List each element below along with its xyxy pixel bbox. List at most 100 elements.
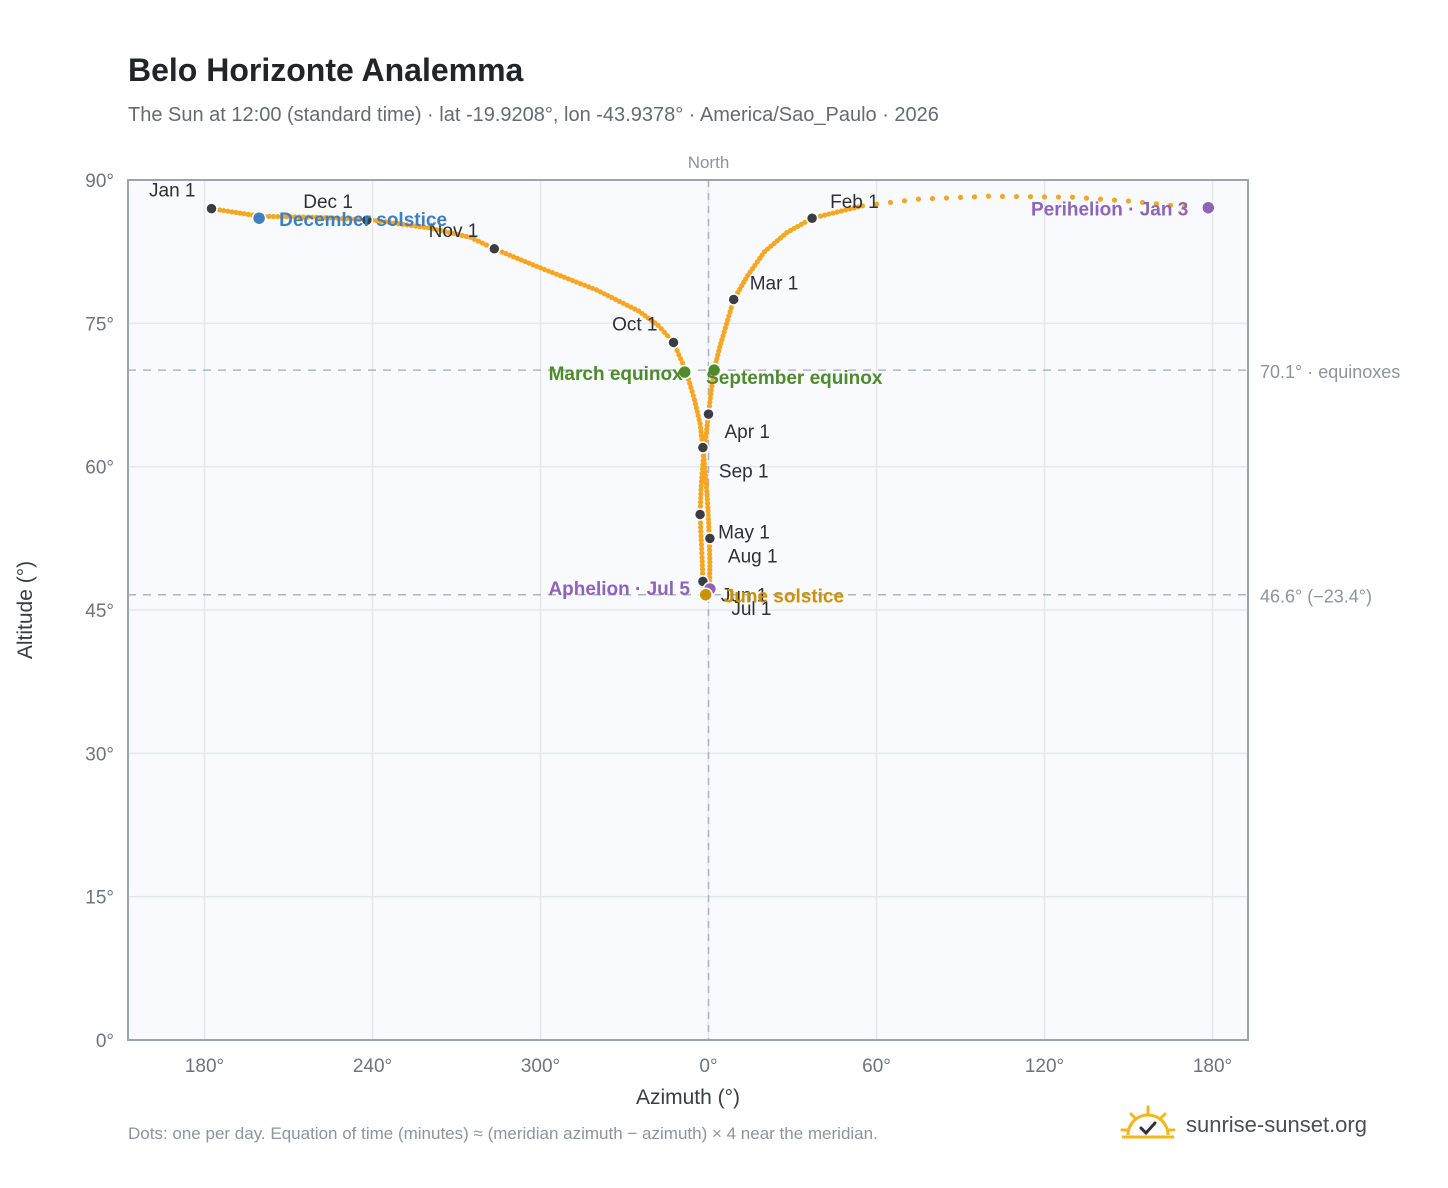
- day-dot: [541, 266, 548, 273]
- day-dot: [421, 224, 427, 230]
- day-dot: [391, 220, 397, 226]
- month-label: Nov 1: [429, 221, 479, 242]
- day-dot: [705, 419, 711, 425]
- day-dot: [838, 208, 845, 214]
- day-dot: [463, 233, 469, 239]
- day-dot: [706, 528, 712, 534]
- day-dot: [279, 214, 285, 220]
- day-dot: [705, 512, 711, 518]
- day-dot: [221, 207, 227, 214]
- y-tick-label: 60°: [85, 458, 114, 479]
- day-dot: [699, 550, 705, 556]
- chart-subtitle: The Sun at 12:00 (standard time) · lat -…: [128, 104, 939, 126]
- day-dot: [288, 214, 294, 220]
- day-dot: [1097, 196, 1104, 202]
- month-label: Dec 1: [303, 192, 353, 213]
- day-dot: [707, 567, 713, 573]
- event-label: June solstice: [724, 587, 844, 608]
- month-label: May 1: [718, 522, 770, 543]
- day-dot: [817, 213, 824, 219]
- day-dot: [692, 401, 699, 407]
- day-dot: [553, 271, 560, 277]
- day-dot: [723, 321, 730, 327]
- day-dot: [352, 216, 358, 222]
- day-dot: [707, 563, 713, 569]
- chart-footnote: Dots: one per day. Equation of time (min…: [128, 1124, 878, 1143]
- day-dot: [943, 195, 950, 201]
- day-dot: [703, 476, 709, 483]
- day-dot: [887, 199, 894, 206]
- month-marker: [693, 508, 707, 521]
- day-dot: [434, 227, 440, 233]
- day-dot: [957, 194, 964, 200]
- day-dot: [1111, 197, 1118, 203]
- day-dot: [412, 223, 419, 229]
- month-marker: [488, 242, 501, 256]
- day-dot: [859, 203, 866, 209]
- day-dot: [679, 360, 686, 366]
- day-dot: [699, 562, 705, 569]
- day-dot: [699, 558, 705, 565]
- day-dot: [690, 393, 696, 399]
- day-dot: [1055, 194, 1062, 200]
- day-dot: [985, 193, 992, 199]
- month-marker: [360, 213, 374, 227]
- day-dot: [698, 491, 704, 497]
- day-dot: [339, 215, 345, 222]
- reference-line-label: 46.6° (−23.4°): [1260, 587, 1372, 607]
- day-dot: [404, 222, 410, 228]
- day-dot: [565, 276, 572, 282]
- day-dot: [704, 488, 710, 494]
- day-dot: [707, 395, 713, 401]
- y-tick-label: 45°: [85, 601, 114, 622]
- day-dot: [664, 332, 670, 339]
- y-tick-label: 15°: [85, 888, 114, 909]
- day-dot: [537, 265, 544, 271]
- day-dot: [700, 570, 706, 576]
- month-label: Sep 1: [719, 462, 769, 483]
- day-dot: [229, 209, 235, 215]
- day-dot: [830, 210, 836, 216]
- day-dot: [483, 242, 489, 248]
- day-dot: [1167, 202, 1174, 208]
- day-dot: [847, 206, 853, 212]
- event-marker-equinox: [677, 364, 692, 380]
- day-dot: [698, 533, 704, 539]
- day-dot: [344, 216, 350, 222]
- day-dot: [283, 214, 289, 220]
- day-dot: [707, 399, 713, 405]
- day-dot: [698, 541, 705, 548]
- y-axis-label: Altitude (°): [14, 561, 37, 659]
- brand-logo[interactable]: sunrise-sunset.org: [1120, 1100, 1367, 1150]
- day-dot: [706, 543, 713, 549]
- day-dot: [245, 211, 251, 217]
- day-dot: [704, 426, 710, 432]
- day-dot: [581, 282, 588, 288]
- day-dot: [705, 516, 712, 522]
- day-dot: [698, 433, 705, 439]
- x-tick-label: 180°: [1193, 1056, 1232, 1077]
- x-tick-label: 60°: [862, 1056, 891, 1077]
- day-dot: [693, 405, 699, 411]
- event-label: Perihelion · Jan 3: [1031, 200, 1188, 221]
- day-dot: [705, 508, 711, 514]
- day-dot: [545, 268, 552, 274]
- day-dot: [331, 215, 337, 221]
- month-label: Oct 1: [612, 314, 657, 335]
- day-dot: [822, 212, 828, 218]
- day-dot: [698, 483, 704, 489]
- day-dot: [1125, 198, 1132, 204]
- day-dot: [687, 380, 693, 386]
- day-dot: [217, 207, 223, 213]
- month-label: Jan 1: [149, 181, 195, 202]
- day-dot: [708, 391, 714, 397]
- month-marker: [727, 293, 740, 306]
- x-tick-label: 180°: [185, 1056, 224, 1077]
- day-dot: [699, 466, 706, 472]
- day-dot: [417, 224, 423, 230]
- day-dot: [479, 240, 485, 246]
- day-dot: [322, 215, 328, 221]
- day-dot: [698, 529, 704, 535]
- day-dot: [704, 496, 710, 502]
